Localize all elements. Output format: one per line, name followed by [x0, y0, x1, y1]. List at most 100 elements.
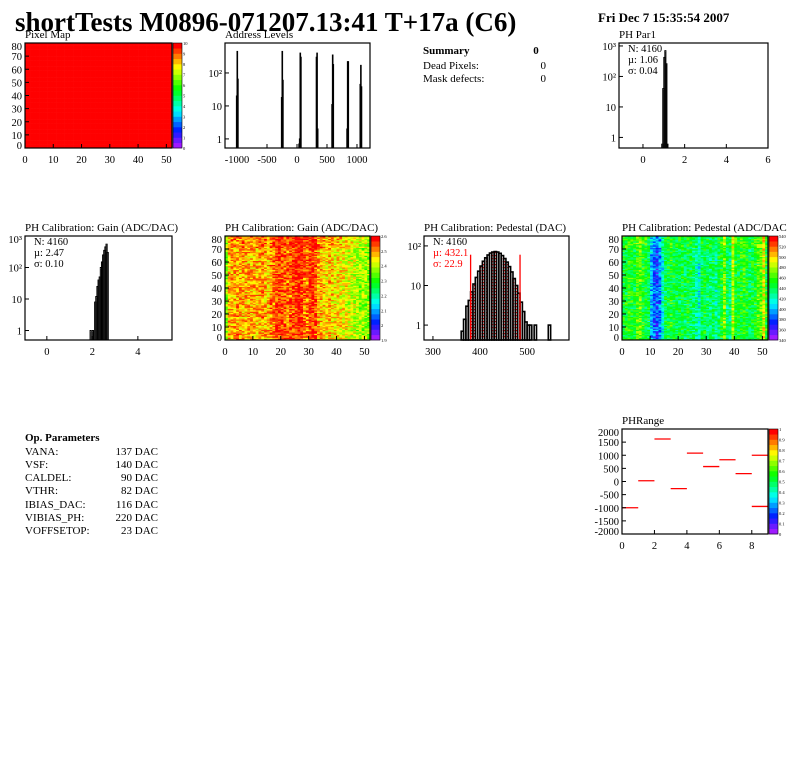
heatmap-cell	[169, 85, 173, 87]
heatmap-cell	[106, 136, 111, 138]
heatmap-cell	[44, 46, 48, 49]
heatmap-cell	[87, 69, 91, 71]
heatmap-cell	[241, 284, 245, 286]
heatmap-cell	[160, 92, 164, 95]
heatmap-cell	[30, 65, 34, 67]
heatmap-cell	[118, 111, 122, 113]
heatmap-cell	[244, 286, 248, 289]
heatmap-cell	[33, 108, 37, 111]
heatmap-cell	[30, 69, 34, 71]
heatmap-cell	[135, 142, 139, 145]
heatmap-cell	[109, 129, 113, 132]
heatmap-cell	[132, 116, 136, 119]
heatmap-cell	[36, 107, 40, 109]
heatmap-cell	[115, 100, 119, 103]
heatmap-cell	[227, 304, 231, 307]
heatmap-cell	[138, 67, 142, 70]
heatmap-cell	[73, 115, 77, 117]
heatmap-cell	[236, 315, 240, 317]
heatmap-cell	[225, 239, 229, 242]
heatmap-cell	[109, 86, 113, 88]
heatmap-cell	[61, 129, 65, 132]
heatmap-cell	[90, 115, 94, 117]
heatmap-cell	[27, 45, 31, 48]
heatmap-cell	[244, 259, 248, 261]
heatmap-cell	[39, 91, 43, 94]
heatmap-cell	[30, 60, 34, 62]
heatmap-cell	[70, 136, 74, 138]
heatmap-cell	[244, 319, 248, 321]
heatmap-cell	[87, 106, 91, 108]
heatmap-cell	[118, 108, 122, 111]
heatmap-cell	[160, 106, 164, 108]
heatmap-cell	[87, 140, 91, 142]
heatmap-cell	[44, 130, 48, 133]
heatmap-cell	[58, 58, 63, 61]
heatmap-cell	[233, 284, 237, 286]
heatmap-cell	[112, 87, 116, 90]
heatmap-cell	[230, 256, 234, 259]
heatmap-cell	[27, 99, 31, 102]
heatmap-cell	[129, 94, 133, 96]
heatmap-cell	[81, 87, 85, 90]
heatmap-cell	[47, 44, 51, 46]
heatmap-cell	[118, 136, 122, 138]
heatmap-cell	[109, 124, 113, 126]
heatmap-cell	[169, 144, 173, 146]
heatmap-cell	[67, 132, 71, 134]
heatmap-cell	[112, 43, 116, 45]
heatmap-cell	[36, 142, 40, 145]
heatmap-cell	[123, 113, 128, 116]
heatmap-cell	[36, 43, 40, 45]
heatmap-cell	[53, 141, 57, 144]
heatmap-cell	[73, 46, 77, 49]
heatmap-cell	[109, 106, 113, 108]
heatmap-cell	[112, 90, 116, 92]
summary-row-label: Mask defects:	[423, 73, 484, 85]
heatmap-cell	[225, 334, 229, 337]
heatmap-cell	[160, 124, 164, 126]
heatmap-cell	[163, 144, 167, 146]
heatmap-cell	[104, 85, 108, 87]
heatmap-cell	[61, 141, 65, 144]
heatmap-cell	[53, 64, 57, 66]
heatmap-cell	[75, 142, 80, 145]
heatmap-cell	[81, 50, 85, 53]
heatmap-cell	[121, 77, 125, 79]
heatmap-cell	[56, 46, 60, 49]
heatmap-cell	[50, 61, 54, 63]
heatmap-cell	[157, 115, 161, 117]
heatmap-cell	[27, 69, 31, 71]
heatmap-cell	[238, 323, 243, 325]
heatmap-cell	[56, 44, 60, 46]
heatmap-cell	[146, 115, 150, 117]
heatmap-cell	[112, 96, 116, 99]
heatmap-cell	[166, 104, 170, 107]
heatmap-cell	[90, 91, 94, 94]
heatmap-cell	[129, 57, 133, 60]
heatmap-cell	[56, 140, 60, 142]
heatmap-cell	[121, 121, 125, 124]
heatmap-cell	[132, 96, 136, 99]
heatmap-cell	[36, 128, 40, 130]
heatmap-cell	[78, 85, 82, 87]
heatmap-cell	[44, 60, 48, 62]
heatmap-cell	[106, 56, 111, 58]
heatmap-cell	[238, 265, 243, 268]
heatmap-cell	[149, 125, 153, 128]
heatmap-cell	[44, 116, 48, 119]
heatmap-cell	[157, 117, 161, 120]
heatmap-cell	[155, 142, 159, 145]
heatmap-cell	[81, 136, 85, 138]
heatmap-cell	[56, 115, 60, 117]
heatmap-cell	[146, 75, 150, 78]
heatmap-cell	[41, 130, 46, 133]
heatmap-cell	[135, 82, 139, 84]
heatmap-cell	[101, 69, 105, 71]
heatmap-cell	[56, 130, 60, 133]
heatmap-cell	[138, 83, 142, 86]
heatmap-cell	[112, 44, 116, 46]
heatmap-cell	[39, 120, 43, 123]
palette-swatch	[173, 85, 182, 91]
heatmap-cell	[236, 278, 240, 281]
